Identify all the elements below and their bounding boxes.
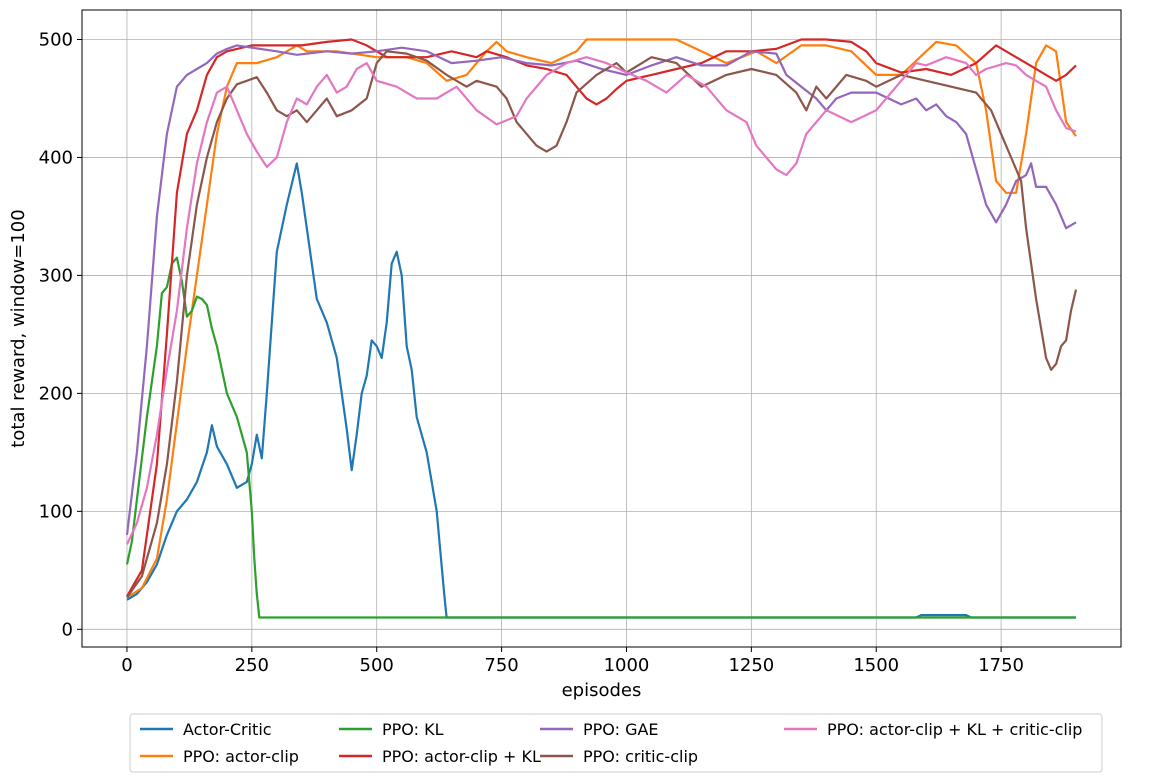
legend-item: PPO: KL — [339, 720, 444, 739]
series-line-6 — [126, 56, 1077, 545]
series-line-5 — [126, 50, 1078, 599]
x-tick-label: 250 — [235, 655, 269, 676]
series-line-4 — [125, 44, 1077, 536]
y-axis-label: total reward, window=100 — [8, 209, 29, 447]
x-axis-label: episodes — [562, 680, 642, 701]
x-tick-label: 1000 — [604, 655, 650, 676]
legend-label: PPO: GAE — [583, 720, 659, 739]
y-tick-label: 300 — [39, 265, 73, 286]
x-tick-label: 1250 — [728, 655, 774, 676]
series-lines — [125, 38, 1078, 619]
plot-frame — [81, 9, 1122, 648]
legend-label: PPO: actor-clip + KL + critic-clip — [827, 720, 1082, 739]
legend-label: PPO: critic-clip — [583, 747, 698, 766]
series-line-3 — [126, 38, 1077, 597]
legend-label: PPO: actor-clip — [183, 747, 299, 766]
series-line-2 — [125, 256, 1076, 619]
x-tick-label: 500 — [360, 655, 394, 676]
y-tick-label: 200 — [39, 383, 73, 404]
y-tick-label: 400 — [39, 147, 73, 168]
x-tick-label: 1500 — [853, 655, 899, 676]
y-tick-label: 100 — [39, 501, 73, 522]
y-tick-label: 0 — [62, 619, 73, 640]
legend-item: PPO: GAE — [540, 720, 659, 739]
legend: Actor-Critic PPO: actor-clip PPO: KL PPO: a… — [129, 713, 1103, 773]
legend-item: Actor-Critic — [140, 720, 272, 739]
legend-item: PPO: actor-clip + KL — [339, 747, 541, 766]
legend-label: PPO: KL — [382, 720, 444, 739]
series-line-1 — [126, 38, 1077, 599]
legend-item: PPO: actor-clip — [140, 747, 299, 766]
legend-item: PPO: critic-clip — [540, 747, 698, 766]
legend-label: PPO: actor-clip + KL — [382, 747, 541, 766]
x-tick-label: 1750 — [978, 655, 1024, 676]
legend-label: Actor-Critic — [183, 720, 272, 739]
legend-box — [129, 713, 1103, 773]
legend-item: PPO: actor-clip + KL + critic-clip — [784, 720, 1082, 739]
x-tick-label: 0 — [121, 655, 132, 676]
ticks: 0 250 500 750 1000 1250 1500 1750 0 100 200 300 400 5… — [39, 29, 1024, 676]
x-tick-label: 750 — [484, 655, 518, 676]
y-tick-label: 500 — [39, 29, 73, 50]
